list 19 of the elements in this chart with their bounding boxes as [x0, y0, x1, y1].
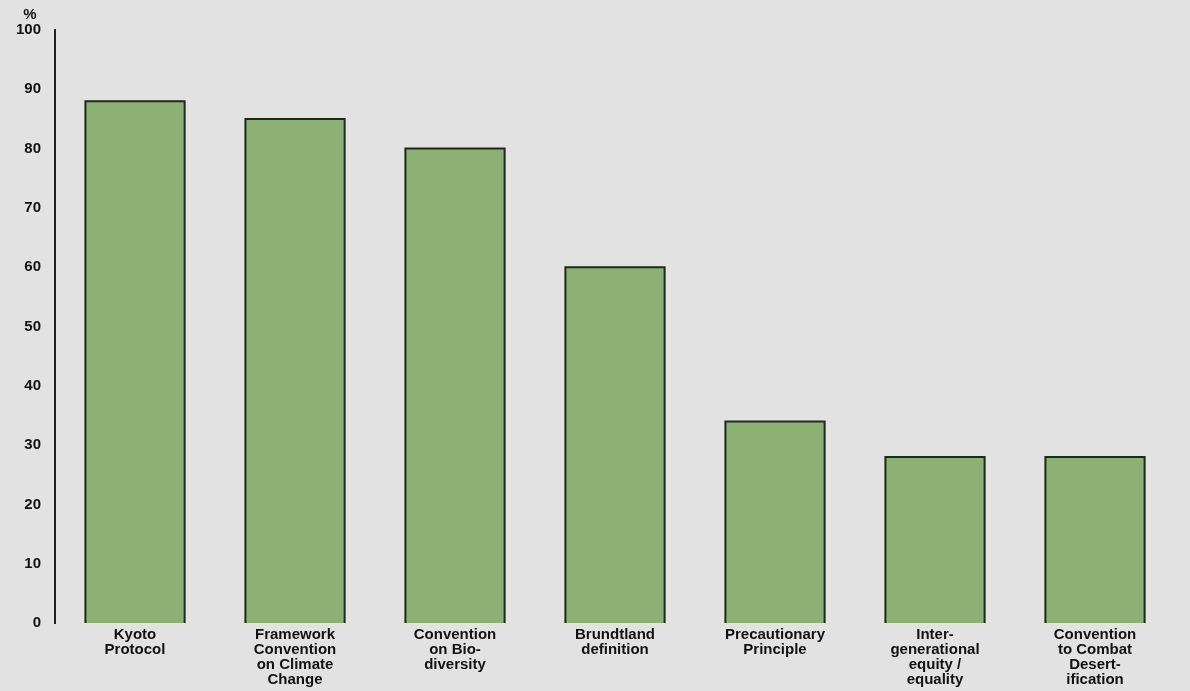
y-tick-label: 30 — [24, 435, 42, 453]
x-tick-label: Inter- generational equity / equality — [890, 624, 980, 687]
y-tick-label: 70 — [24, 198, 42, 216]
y-tick-label: 10 — [24, 553, 42, 571]
x-tick-label: Framework Convention on Climate Change — [253, 624, 337, 687]
x-tick-label: Convention to Combat Desert- ification — [1053, 624, 1137, 687]
y-tick-label: 100 — [16, 20, 42, 38]
y-tick-label: 20 — [24, 494, 42, 512]
y-tick-label: 40 — [24, 375, 42, 393]
x-tick-label: Brundtland definition — [575, 624, 656, 657]
y-tick-label: 60 — [24, 257, 42, 275]
y-tick-label: 80 — [24, 138, 42, 156]
x-tick-label: Kyoto Protocol — [104, 624, 166, 657]
y-axis-title: % — [23, 4, 37, 22]
y-tick-label: 0 — [32, 613, 42, 631]
x-tick-label: Convention on Bio- diversity — [413, 624, 497, 672]
x-tick-label: Precautionary Principle — [724, 624, 826, 657]
y-tick-label: 90 — [24, 79, 42, 97]
y-tick-label: 50 — [24, 316, 42, 334]
